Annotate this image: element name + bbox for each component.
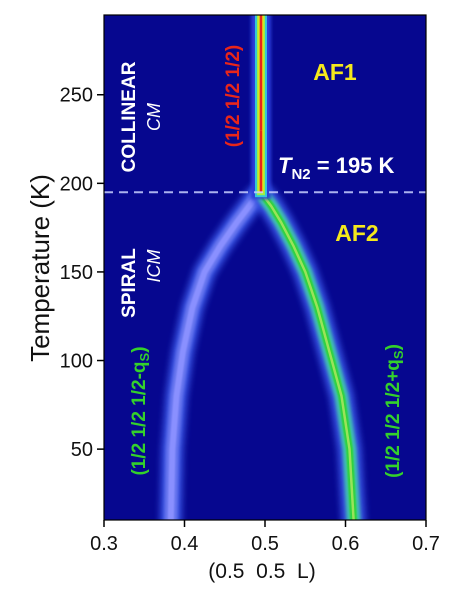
peak-label-right-sub: S (391, 350, 406, 359)
peak-label-right-main: (1/2 1/2 1/2+q (383, 359, 404, 478)
x-tick-label: 0.3 (90, 533, 118, 555)
peak-label-left-sub: S (137, 352, 152, 361)
peak-label-left-main: (1/2 1/2 1/2-q (129, 361, 150, 475)
peak-label-right: (1/2 1/2 1/2+qS) (383, 344, 406, 478)
y-tick-label: 250 (60, 85, 93, 107)
order-label-spiral: SPIRAL (119, 248, 140, 318)
order-label-collinear: COLLINEAR (119, 61, 140, 172)
x-tick-label: 0.7 (412, 533, 440, 555)
x-tick-label: 0.6 (332, 533, 360, 555)
peak-label-center: (1/2 1/2 1/2) (223, 45, 244, 147)
series-center-core-segment (259, 77, 263, 131)
y-tick-label: 150 (60, 262, 93, 284)
x-axis-title: (0.5 0.5 L) (208, 560, 315, 583)
x-tick-label: 0.5 (251, 533, 279, 555)
type-label-icm: ICM (144, 250, 164, 283)
transition-label: TN2 = 195 K (278, 153, 395, 183)
type-label-cm: CM (144, 103, 164, 131)
series-right-branch-layer-3 (262, 194, 355, 520)
peak-label-right-close: ) (383, 344, 404, 350)
intensity-marks (159, 15, 366, 520)
transition-label-subscript: N2 (291, 166, 310, 183)
peak-label-left-close: ) (129, 346, 150, 352)
transition-label-value: = 195 K (311, 153, 395, 178)
y-tick-label: 50 (71, 439, 93, 461)
y-tick-label: 200 (60, 173, 93, 195)
axes: 0.3 0.4 0.5 0.6 0.7 50 100 150 200 250 (60, 14, 440, 555)
series-center-core-segment (259, 15, 263, 78)
peak-label-left: (1/2 1/2 1/2-qS) (129, 346, 152, 475)
phase-label-af2: AF2 (335, 220, 378, 246)
series-left-branch-layer-2 (167, 192, 260, 520)
y-tick-label: 100 (60, 351, 93, 373)
transition-label-symbol: T (278, 153, 293, 178)
phase-label-af1: AF1 (313, 59, 357, 85)
series-center-core-segment (259, 130, 263, 193)
x-tick-label: 0.4 (171, 533, 199, 555)
y-axis-title: Temperature (K) (25, 174, 55, 362)
